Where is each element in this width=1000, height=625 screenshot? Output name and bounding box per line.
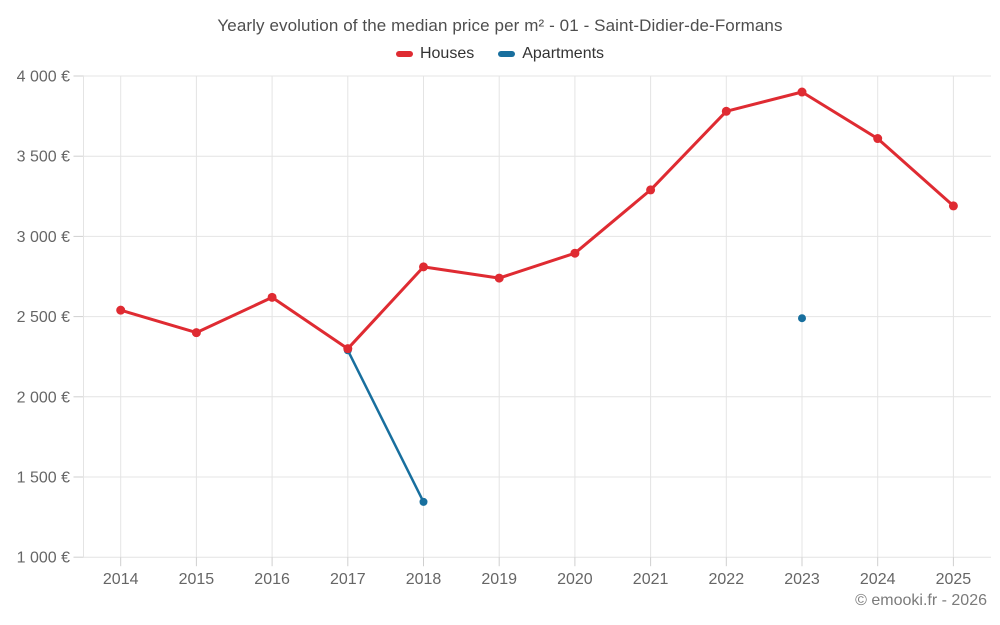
x-axis-tick-label: 2021 — [633, 571, 669, 588]
apartments-legend-label: Apartments — [522, 45, 605, 62]
apartments-point-2023[interactable] — [798, 314, 806, 323]
houses-legend-label: Houses — [419, 45, 475, 62]
x-axis-tick-label: 2015 — [179, 571, 215, 588]
x-axis-tick-label: 2016 — [254, 571, 290, 588]
chart-title: Yearly evolution of the median price per… — [217, 16, 783, 35]
houses-point-2023[interactable] — [797, 87, 807, 97]
x-axis-tick-label: 2025 — [936, 571, 972, 588]
x-axis-tick-label: 2019 — [481, 571, 517, 588]
houses-point-2017[interactable] — [343, 344, 353, 354]
y-axis-tick-label: 3 000 € — [17, 229, 70, 246]
houses-line — [119, 90, 955, 351]
houses-point-2024[interactable] — [873, 134, 883, 144]
houses-point-2022[interactable] — [721, 106, 731, 116]
x-axis-tick-label: 2014 — [103, 571, 139, 588]
houses-point-2021[interactable] — [646, 185, 656, 195]
y-axis-tick-label: 4 000 € — [17, 69, 70, 86]
legend-item-apartments[interactable]: Apartments — [498, 45, 604, 63]
houses-legend-marker-icon — [395, 51, 413, 57]
y-axis-tick-label: 2 500 € — [17, 309, 70, 326]
legend: Houses Apartments — [0, 45, 1000, 63]
x-axis-tick-label: 2024 — [860, 571, 896, 588]
credits-link[interactable]: © emooki.fr - 2026 — [855, 592, 987, 609]
x-axis-tick-label: 2017 — [330, 571, 366, 588]
y-axis-tick-label: 3 500 € — [17, 149, 70, 166]
houses-point-2016[interactable] — [267, 292, 277, 302]
y-axis-tick-label: 2 000 € — [17, 389, 70, 406]
x-axis-tick-label: 2020 — [557, 571, 593, 588]
x-axis-tick-label: 2022 — [709, 571, 745, 588]
apartments-point-2018[interactable] — [419, 497, 428, 506]
houses-point-2014[interactable] — [116, 305, 126, 315]
houses-point-2025[interactable] — [948, 201, 958, 211]
apartments-legend-marker-icon — [498, 51, 516, 57]
y-axis-tick-label: 1 000 € — [17, 550, 70, 567]
legend-item-houses[interactable]: Houses — [395, 45, 475, 63]
x-axis-tick-label: 2018 — [406, 571, 442, 588]
x-axis-tick-label: 2023 — [784, 571, 820, 588]
houses-point-2015[interactable] — [191, 328, 201, 338]
houses-point-2020[interactable] — [570, 248, 580, 258]
houses-point-2018[interactable] — [419, 262, 428, 272]
y-axis-tick-label: 1 500 € — [17, 470, 70, 487]
houses-point-2019[interactable] — [494, 273, 504, 283]
